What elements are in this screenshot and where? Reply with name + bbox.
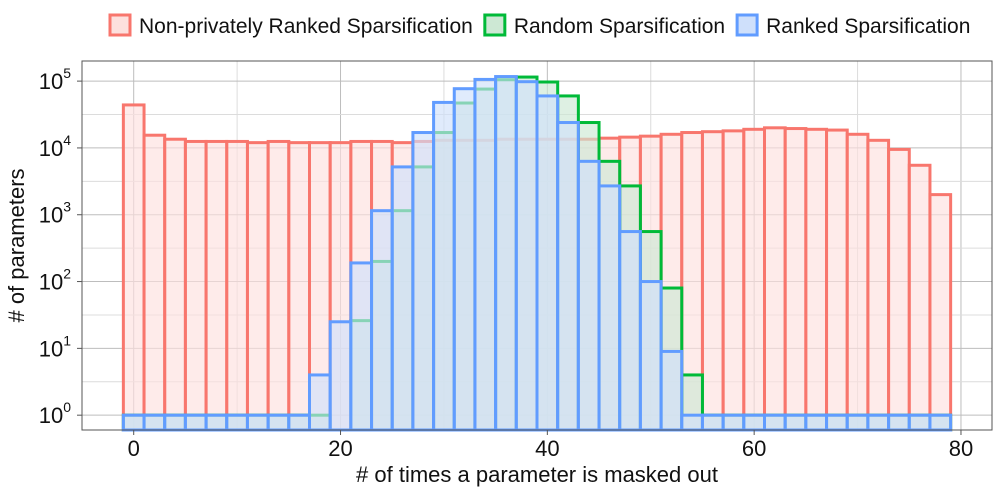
y-tick-label: 102	[39, 266, 71, 295]
bar	[721, 413, 746, 432]
bar	[845, 132, 870, 432]
bar	[866, 138, 891, 432]
legend-item: Ranked Sparsification	[735, 13, 970, 38]
bar	[349, 261, 374, 432]
bar	[907, 163, 932, 432]
bar	[390, 165, 415, 432]
bar	[804, 413, 829, 432]
bar	[783, 127, 808, 432]
x-tick-label: 0	[128, 436, 140, 461]
bar	[887, 413, 911, 432]
x-tick-label: 40	[535, 436, 559, 461]
bar	[494, 75, 518, 432]
bar	[266, 139, 291, 432]
bar	[163, 137, 187, 432]
bar	[183, 413, 208, 432]
bar	[659, 349, 684, 432]
bar	[287, 413, 311, 432]
bars	[121, 75, 953, 432]
bar	[121, 413, 146, 432]
bar	[225, 413, 249, 432]
bar	[825, 128, 849, 432]
x-axis-label: # of times a parameter is masked out	[356, 462, 718, 487]
bar	[618, 230, 642, 432]
plot-border	[81, 60, 993, 431]
bar	[700, 130, 725, 432]
y-tick-label: 103	[39, 199, 71, 228]
bar	[556, 121, 580, 432]
bar	[597, 184, 622, 432]
y-tick-label: 104	[39, 132, 71, 161]
bar	[204, 413, 229, 432]
bar	[328, 320, 353, 432]
legend-label: Random Sparsification	[514, 15, 725, 38]
bar	[638, 280, 663, 432]
bar	[163, 413, 187, 432]
bar	[473, 77, 498, 432]
bar	[783, 413, 808, 432]
bar	[452, 87, 477, 432]
bar	[266, 413, 291, 432]
bar	[142, 413, 167, 432]
y-tick-label: 105	[39, 65, 71, 94]
bar	[742, 127, 766, 432]
bar	[866, 413, 891, 432]
bar	[742, 413, 766, 432]
bar	[887, 147, 911, 432]
bar	[225, 139, 249, 432]
bar	[514, 80, 539, 432]
bar	[183, 139, 208, 432]
bar	[245, 141, 270, 432]
bar	[804, 127, 829, 432]
bar	[763, 413, 787, 432]
y-tick-label: 101	[39, 332, 71, 361]
bar	[721, 129, 746, 432]
x-tick-label: 80	[949, 436, 973, 461]
legend-label: Ranked Sparsification	[766, 15, 970, 38]
x-axis-ticks: 0 20 40 60 80	[128, 430, 973, 461]
bar	[245, 413, 270, 432]
bar	[576, 159, 601, 432]
bar	[825, 413, 849, 432]
bar	[763, 126, 787, 432]
legend-label: Non-privately Ranked Sparsification	[139, 15, 473, 38]
bar	[432, 100, 456, 432]
bar	[700, 413, 725, 432]
bar	[845, 413, 870, 432]
x-tick-label: 60	[742, 436, 766, 461]
legend-swatch	[483, 13, 507, 37]
bar	[370, 209, 394, 432]
legend-item: Non-privately Ranked Sparsification	[108, 13, 473, 38]
y-tick-label: 100	[39, 399, 71, 428]
bar	[142, 133, 167, 432]
bar	[928, 193, 953, 432]
y-axis-label: # of parameters	[4, 168, 29, 322]
bar	[680, 413, 704, 432]
bar	[535, 94, 560, 432]
bar	[287, 141, 311, 432]
series-ranked-sparsification	[121, 75, 953, 432]
legend: Non-privately Ranked Sparsification Rando…	[108, 13, 970, 38]
bar	[204, 139, 229, 432]
bar	[411, 131, 436, 432]
legend-item: Random Sparsification	[483, 13, 725, 38]
legend-swatch	[108, 13, 132, 37]
y-axis-ticks: 100 101 102 103 104 105	[39, 65, 82, 428]
legend-swatch	[735, 13, 759, 37]
bar	[308, 373, 332, 432]
bar	[907, 413, 932, 432]
x-tick-label: 20	[328, 436, 352, 461]
bar	[928, 413, 953, 432]
bar	[121, 103, 146, 432]
